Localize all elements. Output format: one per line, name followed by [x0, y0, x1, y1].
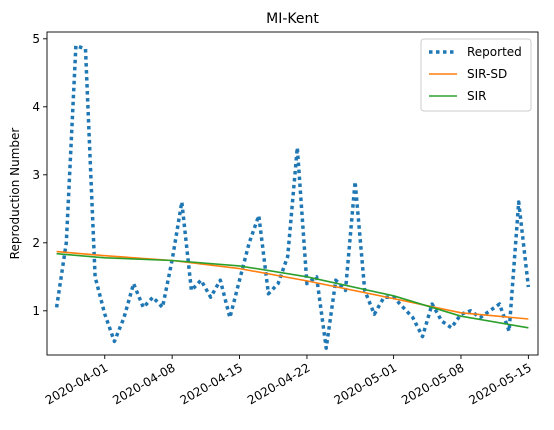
- y-tick-label: 2: [32, 236, 40, 250]
- series-line-sir-sd: [56, 250, 529, 320]
- x-tick-label: 2020-05-08: [399, 360, 466, 407]
- y-tick-label: 3: [32, 168, 40, 182]
- series-line-reported: [54, 43, 531, 350]
- y-tick-label: 4: [32, 100, 40, 114]
- y-tick-label: 1: [32, 304, 40, 318]
- legend: Reported SIR-SD SIR: [420, 38, 532, 112]
- plot-area: [54, 43, 531, 350]
- legend-label: SIR-SD: [467, 67, 507, 81]
- x-tick-label: 2020-04-01: [43, 360, 110, 407]
- x-tick-label: 2020-04-15: [178, 360, 245, 407]
- legend-box: [420, 38, 532, 112]
- x-tick-label: 2020-04-22: [245, 360, 312, 407]
- x-tick-label: 2020-05-01: [332, 360, 399, 407]
- chart-title: MI-Kent: [266, 11, 319, 27]
- y-axis-label: Reproduction Number: [8, 128, 22, 260]
- plot-frame: [46, 31, 539, 356]
- x-tick-label: 2020-04-08: [110, 360, 177, 407]
- legend-label: SIR: [467, 89, 487, 103]
- y-tick-label: 5: [32, 32, 40, 46]
- series-line-sir: [56, 252, 529, 329]
- x-tick-label: 2020-05-15: [466, 360, 533, 407]
- legend-label: Reported: [467, 45, 522, 59]
